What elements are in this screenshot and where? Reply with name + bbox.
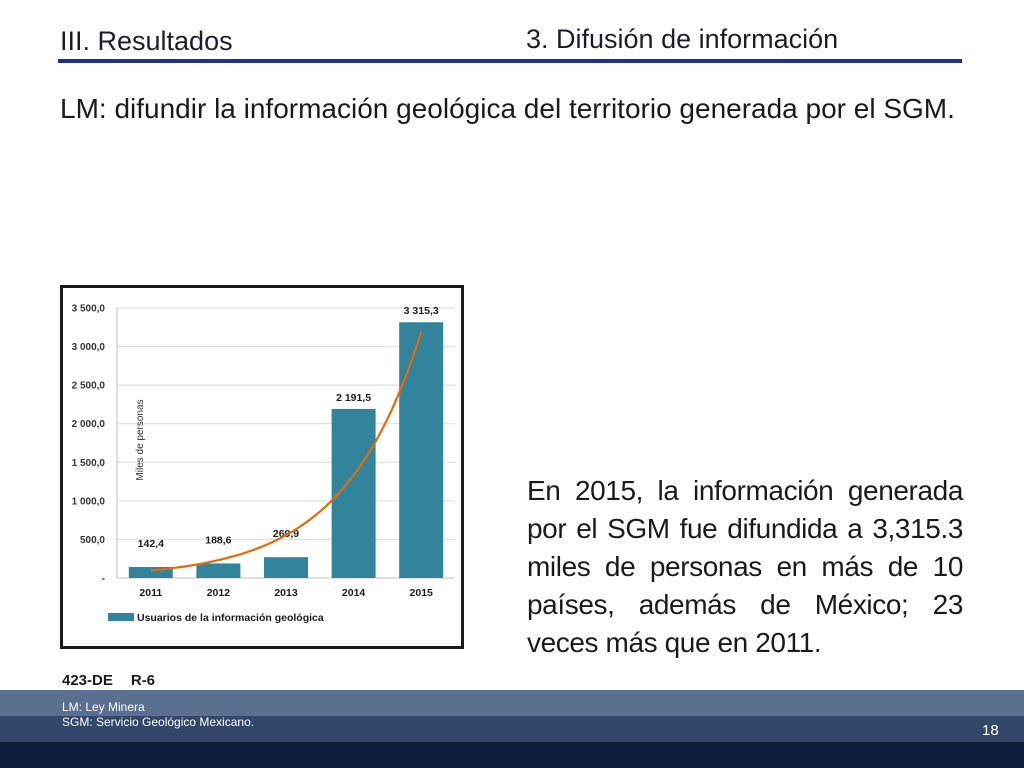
trend-line: [150, 331, 423, 572]
y-tick-label: 2 500,0: [72, 381, 106, 392]
y-tick-label: 3 500,0: [72, 304, 106, 315]
section-title: III. Resultados: [60, 26, 233, 56]
y-tick-label: 1 000,0: [72, 496, 106, 507]
footer-band-light: [0, 690, 1024, 716]
footer-band-dark: [0, 742, 1024, 768]
footer-note-lm: LM: Ley Minera: [62, 700, 145, 714]
footer-notes: LM: Ley Minera SGM: Servicio Geológico M…: [62, 700, 254, 730]
legend-swatch: [108, 613, 134, 621]
footer-band-mid: [0, 716, 1024, 742]
data-label: 2 191,5: [336, 392, 371, 404]
bar-2013: [264, 557, 308, 578]
audit-code: 423-DE: [62, 672, 113, 689]
legend-label: Usuarios de la información geológica: [137, 612, 324, 624]
data-label: 3 315,3: [404, 305, 439, 317]
summary-paragraph: En 2015, la información generada por el …: [527, 475, 963, 658]
x-tick-label: 2013: [274, 587, 298, 599]
y-tick-label: 2 000,0: [72, 419, 106, 430]
x-tick-label: 2012: [207, 587, 231, 599]
subsection-title: 3. Difusión de información: [526, 24, 839, 54]
recommendation-code: R-6: [130, 672, 156, 689]
y-axis-title: Miles de personas: [135, 399, 146, 480]
footer-note-sgm: SGM: Servicio Geológico Mexicano.: [62, 715, 255, 729]
bar-chart: - 500,0 1 000,0 1 500,0 2 000,0 2 500,0 3 000,…: [72, 304, 455, 624]
x-tick-label: 2015: [410, 587, 434, 599]
bar-2015: [399, 322, 444, 578]
bar-2012: [196, 563, 241, 578]
lead-statement: LM: difundir la información geológica de…: [60, 93, 955, 124]
data-label: 142,4: [138, 538, 164, 550]
reference-code: 423-DE R-6: [62, 672, 173, 689]
page-number: 18: [982, 722, 999, 739]
x-tick-label: 2014: [342, 587, 366, 599]
x-tick-label: 2011: [139, 587, 162, 599]
y-tick-label: 3 000,0: [72, 342, 106, 353]
chart-panel: - 500,0 1 000,0 1 500,0 2 000,0 2 500,0 3 000,…: [60, 285, 464, 649]
y-tick-label: -: [102, 574, 105, 585]
data-label: 188,6: [205, 534, 231, 546]
y-tick-label: 500,0: [80, 535, 105, 546]
bar-2011: [128, 567, 173, 578]
y-tick-label: 1 500,0: [72, 458, 106, 469]
title-divider: [58, 59, 962, 63]
